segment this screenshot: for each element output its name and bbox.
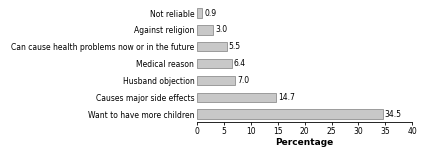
Text: 5.5: 5.5 <box>229 42 241 51</box>
X-axis label: Percentage: Percentage <box>276 138 334 147</box>
Bar <box>197 109 383 119</box>
Bar <box>197 8 202 18</box>
Bar <box>197 59 232 68</box>
Text: 7.0: 7.0 <box>237 76 249 85</box>
Bar <box>197 76 235 85</box>
Text: 6.4: 6.4 <box>234 59 246 68</box>
Bar <box>197 42 227 51</box>
Text: 3.0: 3.0 <box>215 25 228 34</box>
Text: 14.7: 14.7 <box>278 93 295 102</box>
Text: 34.5: 34.5 <box>385 110 402 119</box>
Bar <box>197 25 213 35</box>
Text: 0.9: 0.9 <box>204 9 216 18</box>
Bar <box>197 93 276 102</box>
